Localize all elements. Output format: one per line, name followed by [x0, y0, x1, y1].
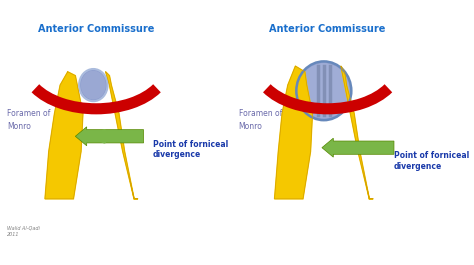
- FancyArrow shape: [75, 127, 144, 146]
- Ellipse shape: [80, 70, 107, 100]
- FancyArrow shape: [322, 138, 394, 157]
- Text: Monro: Monro: [238, 122, 263, 131]
- Ellipse shape: [297, 62, 350, 119]
- Text: Foramen of: Foramen of: [7, 109, 50, 118]
- Text: Point of forniceal
divergence: Point of forniceal divergence: [394, 152, 469, 171]
- Text: Foramen of: Foramen of: [238, 109, 282, 118]
- Text: Anterior Commissure: Anterior Commissure: [269, 24, 386, 34]
- Polygon shape: [341, 66, 373, 199]
- Text: Walid Al-Qadi
2011: Walid Al-Qadi 2011: [7, 226, 40, 237]
- Text: Point of forniceal
divergence: Point of forniceal divergence: [153, 140, 228, 160]
- Polygon shape: [45, 72, 83, 199]
- Polygon shape: [274, 66, 312, 199]
- Text: Anterior Commissure: Anterior Commissure: [38, 24, 155, 34]
- Polygon shape: [106, 72, 138, 199]
- Text: Monro: Monro: [7, 122, 31, 131]
